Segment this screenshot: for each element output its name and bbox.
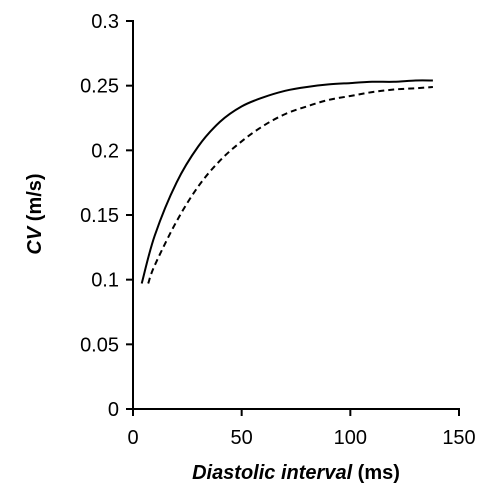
y-tick-label: 0 bbox=[108, 399, 119, 421]
y-tick-label: 0.25 bbox=[80, 76, 119, 98]
y-axis: 0 0.05 0.1 0.15 0.2 0.25 0.3 bbox=[80, 11, 134, 421]
x-axis: 0 50 100 150 bbox=[127, 408, 476, 449]
series-solid-line bbox=[140, 79, 433, 284]
series-layer bbox=[140, 79, 433, 284]
y-axis-title: CV (m/s) bbox=[24, 173, 46, 254]
y-tick-label: 0.1 bbox=[91, 270, 119, 292]
y-tick-label: 0.15 bbox=[80, 205, 119, 227]
y-tick-label: 0.05 bbox=[80, 334, 119, 356]
y-tick-label: 0.2 bbox=[91, 140, 119, 162]
x-axis-title: Diastolic interval (ms) bbox=[192, 462, 400, 484]
x-tick-label: 50 bbox=[231, 427, 253, 449]
x-tick-label: 100 bbox=[334, 427, 367, 449]
x-tick-label: 0 bbox=[127, 427, 138, 449]
x-tick-label: 150 bbox=[442, 427, 475, 449]
y-tick-label: 0.3 bbox=[91, 11, 119, 33]
series-dashed-line bbox=[147, 86, 433, 284]
